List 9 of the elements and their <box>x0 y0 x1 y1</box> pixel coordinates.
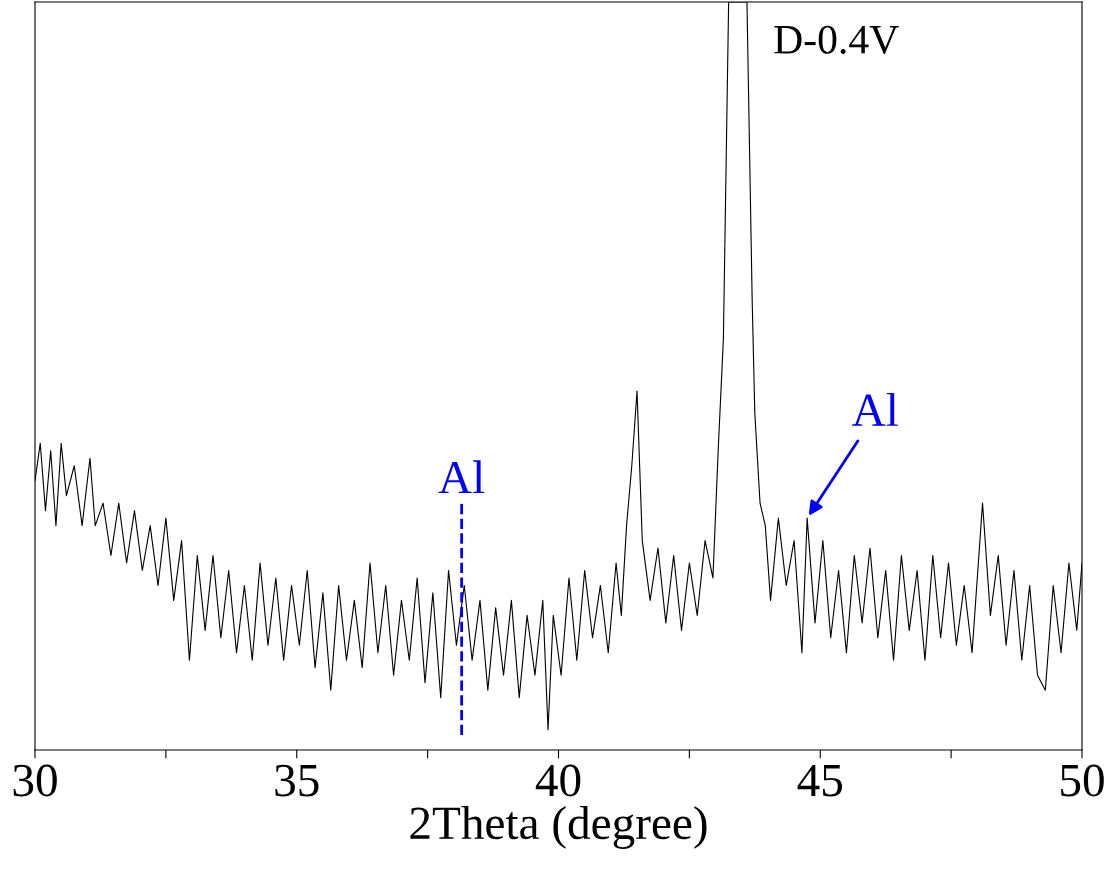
x-axis-title: 2Theta (degree) <box>410 806 707 849</box>
x-tick-label: 30 <box>13 764 57 797</box>
annotation: D-0.4V <box>774 25 899 54</box>
x-tick-label: 35 <box>275 764 319 797</box>
x-tick-label: 40 <box>535 764 581 797</box>
annotation: Al <box>852 393 898 426</box>
ref-line-label: Al <box>438 460 485 494</box>
x-tick-label: 45 <box>797 764 843 797</box>
x-tick-label: 50 <box>1061 764 1104 797</box>
